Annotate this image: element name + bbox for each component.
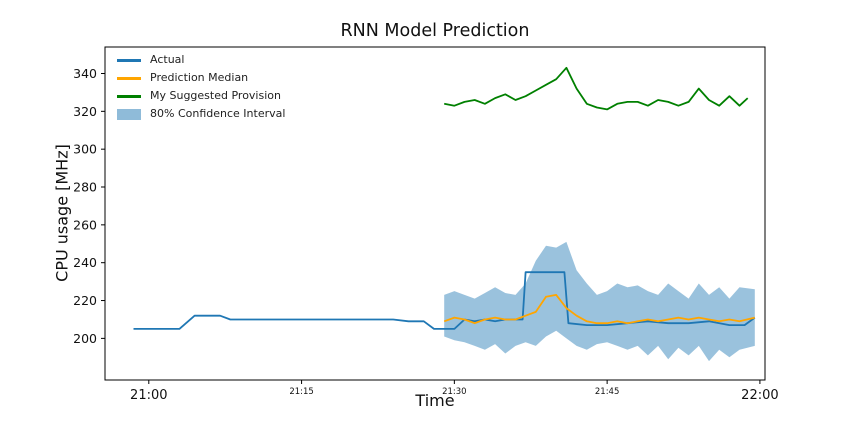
svg-text:260: 260 — [73, 217, 97, 232]
svg-text:21:30: 21:30 — [442, 387, 467, 397]
legend: Actual Prediction Median My Suggested Pr… — [117, 54, 285, 120]
svg-text:320: 320 — [73, 104, 97, 119]
x-axis-label: Time — [415, 391, 455, 410]
legend-item-prediction-median: Prediction Median — [117, 72, 285, 84]
svg-text:22:00: 22:00 — [741, 388, 778, 403]
svg-text:240: 240 — [73, 255, 97, 270]
legend-item-actual: Actual — [117, 54, 285, 66]
legend-label: Prediction Median — [150, 71, 249, 84]
legend-label: My Suggested Provision — [150, 89, 281, 102]
svg-text:340: 340 — [73, 66, 97, 81]
prediction-median-line-swatch — [117, 76, 141, 80]
chart-title: RNN Model Prediction — [340, 21, 530, 41]
y-axis-label: CPU usage [MHz] — [52, 144, 72, 282]
suggested-provision-line-swatch — [117, 94, 141, 98]
confidence-interval-swatch — [117, 108, 141, 120]
svg-text:21:45: 21:45 — [595, 387, 620, 397]
legend-label: 80% Confidence Interval — [150, 107, 286, 120]
svg-text:280: 280 — [73, 180, 97, 195]
legend-label: Actual — [150, 53, 185, 66]
svg-text:220: 220 — [73, 293, 97, 308]
legend-item-suggested-provision: My Suggested Provision — [117, 90, 285, 102]
svg-text:21:15: 21:15 — [289, 387, 314, 397]
svg-text:21:00: 21:00 — [130, 388, 167, 403]
svg-text:200: 200 — [73, 331, 97, 346]
legend-item-confidence-interval: 80% Confidence Interval — [117, 108, 285, 120]
svg-text:300: 300 — [73, 142, 97, 157]
actual-line-swatch — [117, 58, 141, 62]
